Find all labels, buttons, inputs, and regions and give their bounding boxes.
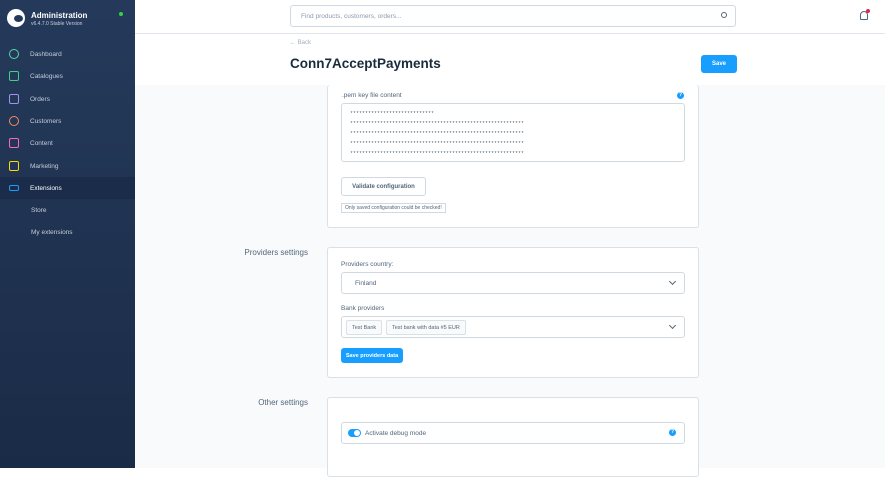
- save-providers-button[interactable]: Save providers data: [341, 348, 403, 363]
- orders-icon: [9, 94, 19, 104]
- search-icon[interactable]: [721, 12, 727, 18]
- sidebar-item-extensions[interactable]: Extensions: [0, 177, 135, 199]
- customers-icon: [9, 116, 19, 126]
- save-button[interactable]: Save: [701, 55, 737, 73]
- sidebar-item-content[interactable]: Content: [0, 132, 135, 154]
- content-icon: [9, 138, 19, 148]
- sidebar-item-label: Customers: [30, 117, 62, 125]
- marketing-icon: [9, 161, 19, 171]
- sidebar-item-marketing[interactable]: Marketing: [0, 155, 135, 177]
- search-input[interactable]: Find products, customers, orders...: [290, 5, 736, 27]
- sidebar-item-label: Content: [30, 139, 53, 147]
- bank-label: Bank providers: [341, 305, 385, 312]
- providers-section-title: Providers settings: [244, 248, 308, 257]
- sidebar-subitem-my-extensions[interactable]: My extensions: [31, 229, 73, 236]
- country-value: Finland: [355, 280, 377, 287]
- help-icon[interactable]: ?: [669, 429, 676, 436]
- sidebar-item-label: Marketing: [30, 162, 59, 170]
- other-section-title: Other settings: [258, 398, 308, 407]
- sidebar-item-label: Dashboard: [30, 50, 62, 58]
- debug-label: Activate debug mode: [365, 430, 427, 437]
- bank-providers-select[interactable]: Test Bank Test bank with data #5 EUR: [341, 316, 685, 338]
- validation-note: Only saved configuration could be checke…: [341, 203, 446, 213]
- page-title: Conn7AcceptPayments: [290, 56, 441, 71]
- app-version: v6.4.7.0 Stable Version: [31, 21, 83, 27]
- sidebar-item-customers[interactable]: Customers: [0, 110, 135, 132]
- extensions-icon: [9, 185, 19, 191]
- sidebar-item-catalogues[interactable]: Catalogues: [0, 65, 135, 87]
- chevron-down-icon: [668, 321, 677, 330]
- status-dot-icon: [119, 12, 123, 16]
- pem-label: .pem key file content: [342, 92, 402, 99]
- help-icon[interactable]: ?: [677, 92, 684, 99]
- bank-tag[interactable]: Test bank with data #5 EUR: [386, 320, 466, 335]
- sidebar-item-label: Catalogues: [30, 72, 63, 80]
- debug-toggle[interactable]: [348, 429, 361, 437]
- sidebar-item-orders[interactable]: Orders: [0, 88, 135, 110]
- dashboard-icon: [9, 49, 19, 59]
- sidebar: Administration v6.4.7.0 Stable Version D…: [0, 0, 135, 468]
- bank-tag[interactable]: Test Bank: [346, 320, 383, 335]
- sidebar-subitem-store[interactable]: Store: [31, 207, 47, 214]
- validate-configuration-button[interactable]: Validate configuration: [341, 177, 426, 196]
- country-select[interactable]: Finland: [341, 272, 685, 294]
- catalogue-icon: [9, 71, 19, 81]
- sidebar-item-dashboard[interactable]: Dashboard: [0, 43, 135, 65]
- notification-badge: [866, 9, 870, 13]
- shopware-logo: [7, 9, 25, 27]
- pem-textarea[interactable]: **************************** ***********…: [341, 103, 685, 162]
- app-title: Administration: [31, 11, 88, 20]
- country-label: Providers country:: [341, 261, 394, 268]
- bell-icon[interactable]: [860, 11, 868, 20]
- sidebar-item-label: Orders: [30, 95, 50, 103]
- sidebar-item-label: Extensions: [30, 184, 62, 192]
- back-link[interactable]: ← Back: [290, 40, 312, 46]
- chevron-down-icon: [668, 277, 677, 286]
- debug-row: [341, 422, 685, 444]
- back-label: Back: [297, 40, 312, 46]
